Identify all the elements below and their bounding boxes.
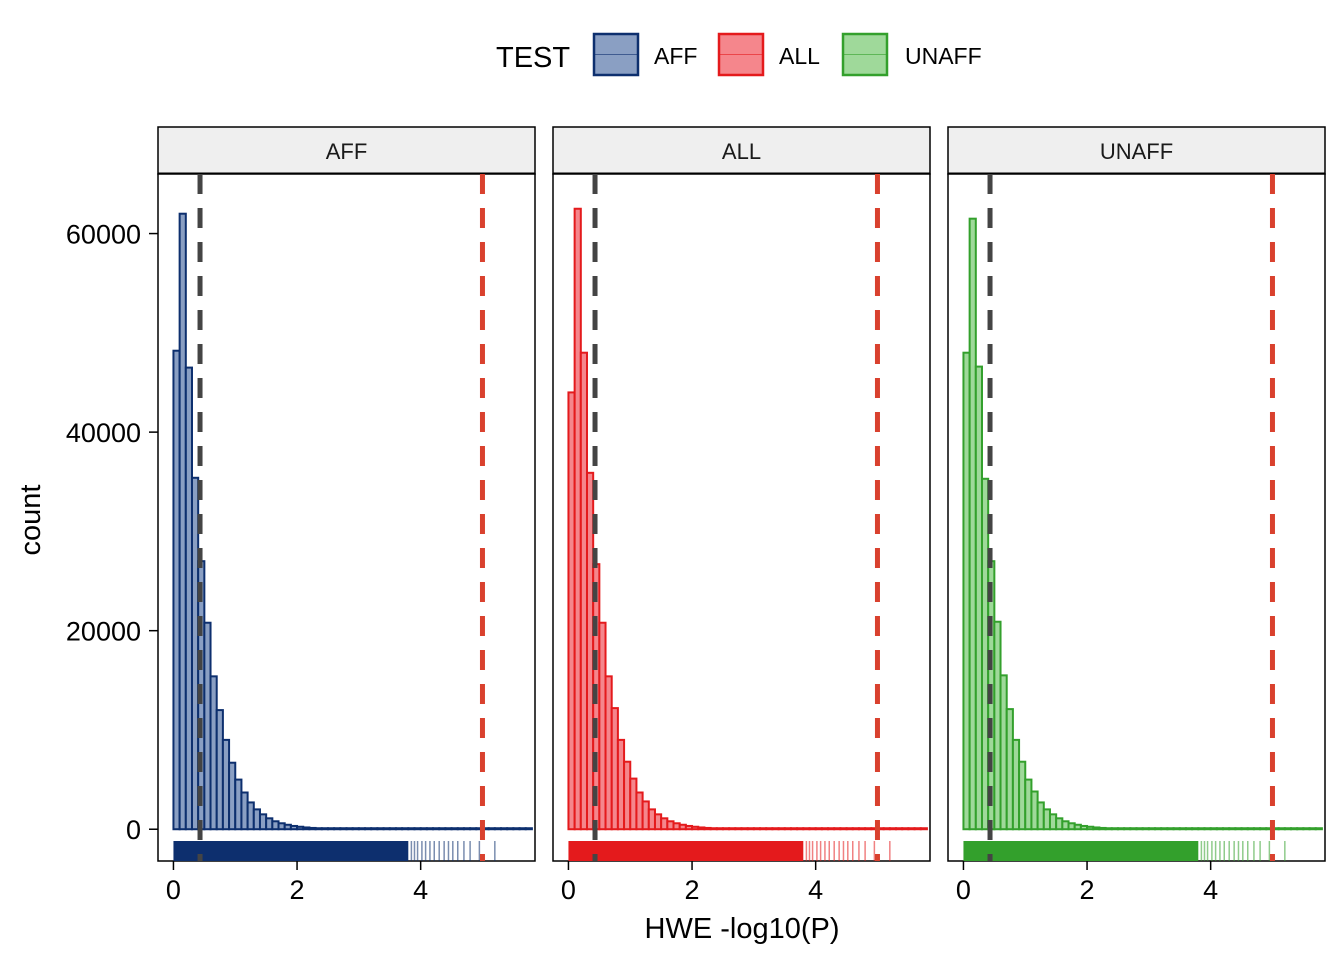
histogram-bars [962, 217, 1323, 831]
x-tick-label: 2 [685, 875, 700, 905]
facet-panels: AFF 0 2 4 ALL 0 2 4 UNAFF 0 2 4 [157, 126, 1326, 905]
x-tick-label: 0 [956, 875, 971, 905]
y-tick-label: 40000 [66, 418, 141, 448]
y-tick-label: 0 [126, 815, 141, 845]
x-tick-label: 4 [1203, 875, 1218, 905]
x-tick-label: 4 [808, 875, 823, 905]
panel-unaff: UNAFF 0 2 4 [947, 126, 1326, 905]
panel-frame [157, 173, 536, 862]
rug [173, 841, 496, 861]
histogram-bar [524, 827, 533, 831]
strip-label: AFF [326, 139, 368, 164]
y-axis-title: count [15, 485, 47, 556]
strip-label: UNAFF [1100, 139, 1173, 164]
x-tick-label: 2 [1080, 875, 1095, 905]
rug-band [963, 841, 1199, 861]
rug [568, 841, 891, 861]
rug-band [173, 841, 409, 861]
legend-label: UNAFF [905, 43, 982, 69]
strip-label: ALL [722, 139, 761, 164]
x-tick-label: 4 [413, 875, 428, 905]
y-axis: 0 20000 40000 60000 [66, 220, 158, 845]
legend: TEST AFF ALL UNAFF [496, 32, 982, 77]
x-tick-label: 0 [561, 875, 576, 905]
x-tick-label: 2 [290, 875, 305, 905]
legend-key-all: ALL [717, 32, 820, 77]
rug-band [568, 841, 804, 861]
legend-key-aff: AFF [592, 32, 697, 77]
x-axis-title: HWE -log10(P) [645, 913, 840, 945]
legend-title: TEST [496, 42, 570, 74]
legend-label: ALL [779, 43, 820, 69]
histogram-bar [919, 827, 928, 831]
x-tick-label: 0 [166, 875, 181, 905]
y-tick-label: 60000 [66, 220, 141, 250]
y-tick-label: 20000 [66, 617, 141, 647]
legend-label: AFF [654, 43, 697, 69]
histogram-bar [1314, 827, 1323, 831]
panel-all: ALL 0 2 4 [552, 126, 931, 905]
panel-aff: AFF 0 2 4 [157, 126, 536, 905]
legend-key-unaff: UNAFF [841, 32, 982, 77]
rug [963, 841, 1286, 861]
